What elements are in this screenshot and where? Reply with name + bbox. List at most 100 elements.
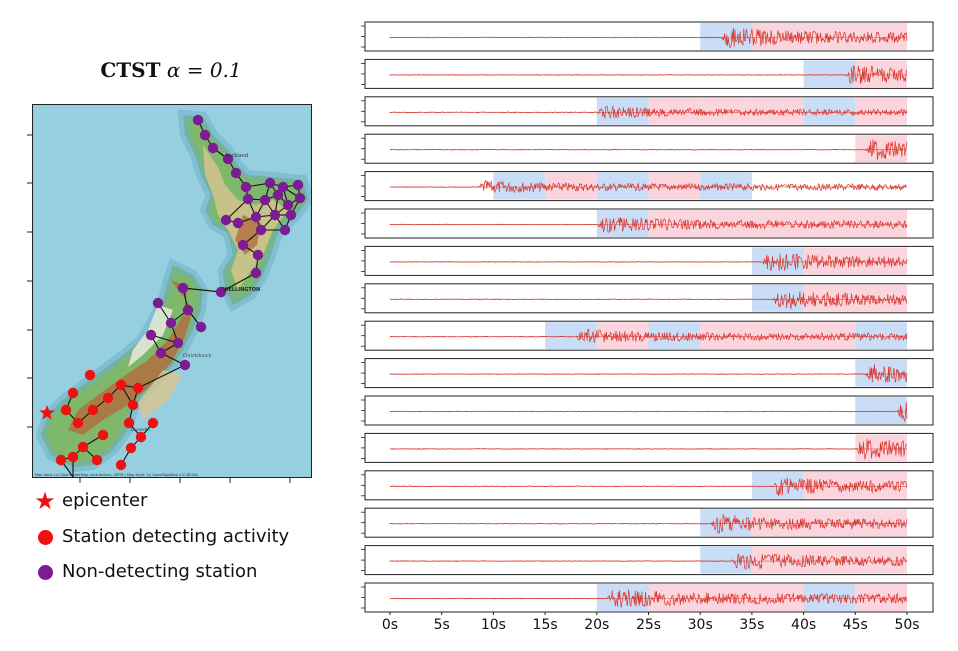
non-detecting-station: [195, 321, 207, 333]
network-edge: [220, 272, 257, 293]
x-tick-label: 15s: [532, 617, 558, 633]
x-tick-label: 50s: [894, 617, 920, 633]
non-detecting-station: [242, 193, 254, 205]
red-dot-icon: [34, 527, 56, 548]
detecting-station: [91, 454, 103, 466]
detection-window: [855, 546, 907, 574]
trace-panel: [361, 245, 934, 276]
trace-panel: [361, 21, 934, 52]
x-tick-label: 30s: [687, 617, 713, 633]
trace-panel: [361, 582, 934, 613]
non-detecting-station: [269, 209, 281, 221]
detection-window: [751, 471, 804, 499]
trace-panel: [361, 208, 934, 239]
non-detecting-station: [285, 209, 297, 221]
detection-window: [700, 509, 752, 537]
label-christchurch: Christchurch: [183, 353, 212, 359]
non-detecting-station: [222, 153, 234, 165]
purple-dot-icon: [34, 562, 56, 583]
non-detecting-station: [264, 177, 276, 189]
epicenter-star: [39, 405, 55, 420]
x-tick-label: 20s: [584, 617, 610, 633]
detecting-station: [67, 451, 79, 463]
detecting-station: [84, 369, 96, 381]
detecting-station: [102, 392, 114, 404]
figure-title: CTST α = 0.1: [30, 58, 312, 82]
x-tick-label: 10s: [480, 617, 506, 633]
detecting-station: [77, 441, 89, 453]
legend-item-non-detecting: Non-detecting station: [34, 561, 257, 583]
detecting-station: [72, 417, 84, 429]
detection-window: [855, 397, 907, 424]
non-detecting-station: [177, 282, 189, 294]
trace-frame: [364, 358, 934, 389]
non-detecting-station: [259, 194, 271, 206]
x-tick-label: 25s: [635, 617, 662, 633]
legend-item-epicenter: ★ epicenter: [34, 487, 148, 515]
non-detecting-station: [182, 304, 194, 316]
label-wellington: WELLINGTON: [223, 287, 260, 293]
detection-window: [493, 172, 546, 200]
x-tick-label: 35s: [739, 617, 765, 633]
trace-frame: [364, 133, 934, 164]
trace-panel: [361, 395, 934, 426]
non-detecting-station: [215, 286, 227, 298]
detection-window: [751, 322, 804, 350]
trace-panel: [361, 58, 934, 89]
non-detecting-station: [152, 297, 164, 309]
detection-window: [700, 210, 752, 237]
non-detecting-station: [145, 329, 157, 341]
detection-window: [545, 322, 597, 350]
non-detecting-station: [172, 337, 184, 349]
label-dunedin: Dunedin: [131, 427, 150, 433]
detecting-station: [127, 399, 139, 411]
non-detecting-station: [199, 129, 211, 141]
trace-panel: [361, 171, 934, 202]
trace-panel: [361, 507, 934, 538]
trace-panel: [361, 320, 934, 351]
title-text: CTST: [100, 58, 161, 82]
legend-label: epicenter: [62, 490, 148, 511]
detecting-station: [115, 459, 127, 471]
detecting-station: [87, 404, 99, 416]
detection-window: [803, 60, 856, 88]
x-tick-label: 5s: [433, 617, 450, 633]
network-edge: [137, 364, 186, 389]
trace-panel: [361, 133, 934, 164]
detecting-station: [132, 382, 144, 394]
map-axis-ticks: [27, 134, 291, 483]
trace-panel: [361, 358, 934, 389]
station-nodes: [39, 114, 306, 471]
non-detecting-station: [232, 217, 244, 229]
detection-window: [855, 135, 907, 163]
detection-window: [855, 471, 907, 499]
detecting-station: [60, 404, 72, 416]
trace-frame: [364, 432, 934, 463]
non-detecting-station: [294, 192, 306, 204]
x-tick-label: 45s: [842, 617, 868, 633]
red-star-icon: ★: [34, 487, 56, 515]
station-map: Auckland WELLINGTON Christchurch Dunedin…: [32, 104, 312, 478]
detecting-station: [125, 442, 137, 454]
x-tick-label: 0s: [381, 617, 399, 633]
non-detecting-station: [155, 347, 167, 359]
legend-label: Non-detecting station: [62, 561, 258, 582]
non-detecting-station: [279, 224, 291, 236]
non-detecting-station: [250, 211, 262, 223]
non-detecting-station: [240, 181, 252, 193]
non-detecting-station: [277, 181, 289, 193]
non-detecting-station: [230, 167, 242, 179]
legend-item-detecting: Station detecting activity: [34, 526, 289, 548]
seismogram-traces: [361, 21, 934, 615]
non-detecting-station: [237, 239, 249, 251]
non-detecting-station: [207, 142, 219, 154]
non-detecting-station: [179, 359, 191, 371]
non-detecting-station: [255, 224, 267, 236]
detecting-station: [115, 379, 127, 391]
non-detecting-station: [252, 249, 264, 261]
non-detecting-station: [192, 114, 204, 126]
title-param: α = 0.1: [166, 58, 242, 82]
label-auckland: Auckland: [225, 153, 248, 159]
detection-window: [803, 23, 856, 50]
trace-panel: [361, 545, 934, 576]
